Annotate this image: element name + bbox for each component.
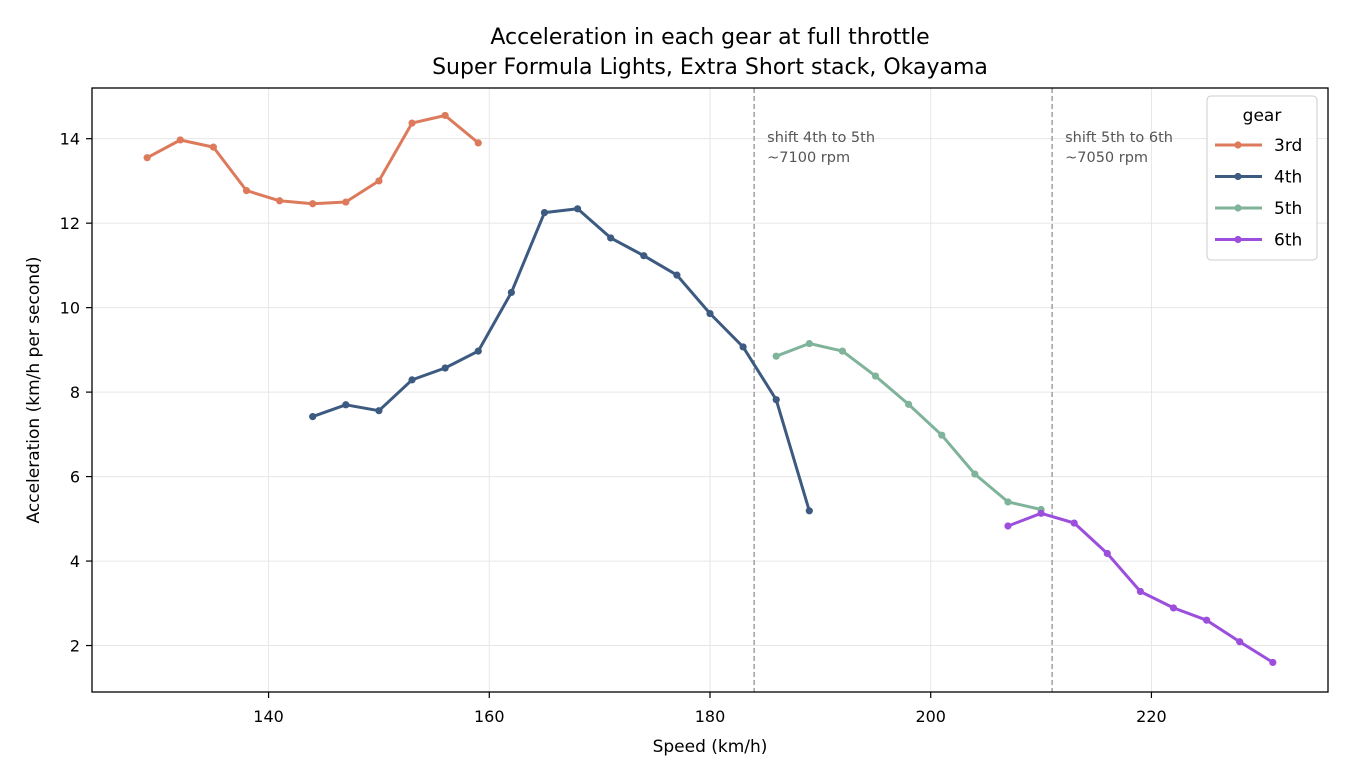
data-point <box>805 339 813 348</box>
series-group <box>143 111 1277 667</box>
data-point <box>971 470 979 478</box>
shift-annotation-label: shift 5th to 6th <box>1065 130 1173 146</box>
data-point <box>772 352 780 360</box>
y-tick-label: 4 <box>70 552 80 571</box>
legend-entry-label: 6th <box>1274 231 1302 251</box>
data-point <box>640 252 648 260</box>
data-point <box>209 143 217 151</box>
data-point <box>309 200 317 208</box>
data-point <box>838 347 847 355</box>
x-axis-label: Speed (km/h) <box>653 737 768 757</box>
data-point <box>805 507 813 515</box>
data-point <box>938 431 946 439</box>
series-line <box>1006 511 1275 664</box>
data-point <box>342 198 350 206</box>
data-point <box>441 364 449 372</box>
shift-annotation-rpm: ~7050 rpm <box>1065 150 1148 166</box>
data-point <box>1136 587 1144 596</box>
series-line <box>145 114 480 206</box>
data-point <box>772 396 780 404</box>
legend-swatch-marker <box>1234 141 1242 149</box>
data-point <box>276 197 284 205</box>
legend-swatch-marker <box>1234 204 1242 212</box>
legend-swatch-marker <box>1234 235 1242 244</box>
legend: gear 3rd 4th 5th 6th <box>1206 95 1318 261</box>
y-axis-label: Acceleration (km/h per second) <box>24 257 44 524</box>
series-6th <box>1004 509 1277 667</box>
data-point <box>342 401 350 409</box>
y-tick-label: 14 <box>60 130 80 149</box>
y-tick-label: 2 <box>70 637 80 656</box>
legend-entry-label: 5th <box>1274 199 1302 219</box>
grid <box>92 88 1328 692</box>
series-5th <box>772 339 1045 514</box>
data-point <box>607 234 615 242</box>
chart-title: Acceleration in each gear at full thrott… <box>490 25 929 50</box>
shift-annotation-rpm: ~7100 rpm <box>767 150 850 166</box>
data-point <box>871 372 880 380</box>
x-tick-label: 180 <box>695 707 726 726</box>
series-4th <box>309 205 813 515</box>
data-point <box>375 407 383 415</box>
data-point <box>474 139 482 147</box>
data-point <box>375 177 383 185</box>
data-point <box>507 288 515 297</box>
data-point <box>573 205 582 213</box>
data-point <box>143 154 151 162</box>
data-point <box>1004 498 1012 506</box>
y-tick-label: 12 <box>60 214 80 233</box>
shift-annotation-label: shift 4th to 5th <box>767 130 875 146</box>
legend-entry-label: 4th <box>1274 168 1302 188</box>
data-point <box>408 119 416 127</box>
data-point <box>309 413 317 421</box>
y-tick-label: 6 <box>70 468 80 487</box>
x-tick-label: 140 <box>253 707 284 726</box>
series-line <box>311 207 811 513</box>
data-point <box>905 400 913 408</box>
data-point <box>176 136 184 144</box>
data-point <box>408 376 416 384</box>
data-point <box>1269 658 1277 667</box>
data-point <box>1169 604 1178 612</box>
data-point <box>1203 616 1211 624</box>
data-point <box>1103 549 1111 558</box>
ticks: 140 160 180 200 220 2 4 6 8 10 12 14 <box>60 130 1167 726</box>
data-point <box>706 309 714 318</box>
data-point <box>1070 519 1078 527</box>
annotations: shift 4th to 5th ~7100 rpm shift 5th to 6t… <box>753 88 1173 692</box>
legend-title: gear <box>1243 106 1282 126</box>
data-point <box>1037 509 1045 517</box>
x-tick-label: 200 <box>915 707 946 726</box>
y-tick-label: 10 <box>60 299 80 318</box>
series-3rd <box>143 111 482 208</box>
data-point <box>1236 638 1244 646</box>
y-tick-label: 8 <box>70 383 80 402</box>
data-point <box>540 209 549 217</box>
data-point <box>1004 522 1012 530</box>
data-point <box>242 187 251 195</box>
data-point <box>739 343 747 351</box>
data-point <box>673 271 681 279</box>
x-tick-label: 160 <box>474 707 505 726</box>
series-line <box>774 342 1043 511</box>
chart-subtitle: Super Formula Lights, Extra Short stack,… <box>432 55 988 80</box>
data-point <box>474 347 482 355</box>
legend-swatch-marker <box>1234 172 1242 181</box>
x-tick-label: 220 <box>1136 707 1167 726</box>
data-point <box>441 111 449 120</box>
legend-entry-label: 3rd <box>1274 136 1302 156</box>
